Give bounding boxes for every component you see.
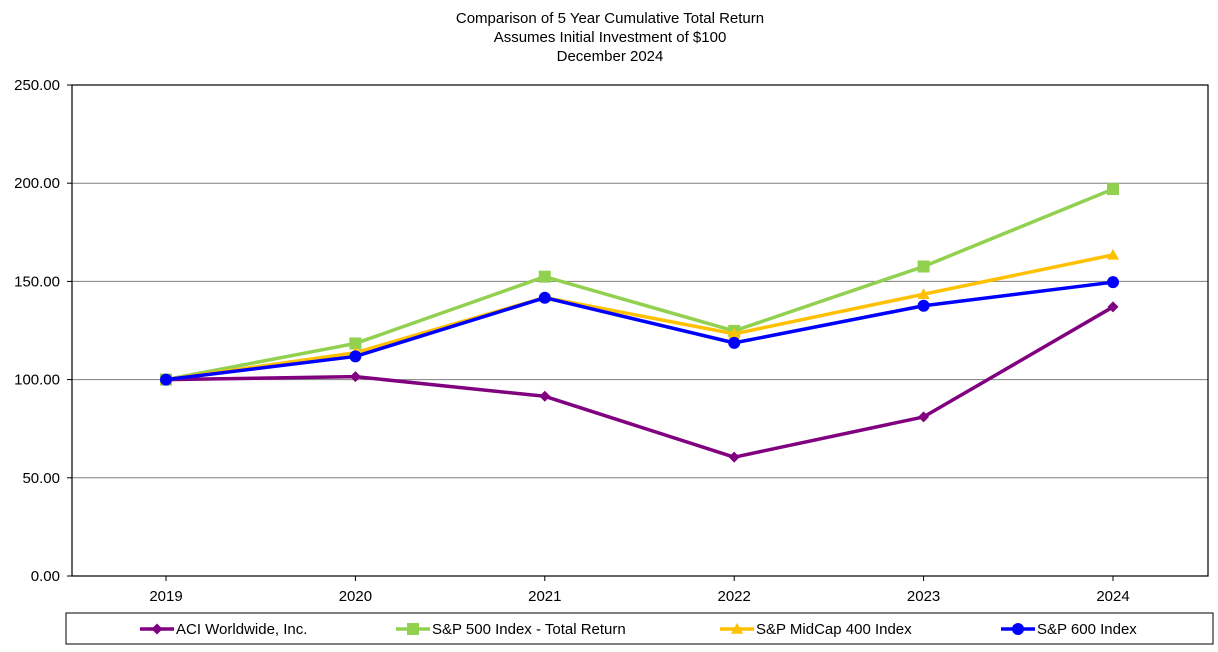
title-line-1: Comparison of 5 Year Cumulative Total Re…	[456, 10, 764, 27]
data-point	[538, 291, 551, 304]
plot-area-frame	[71, 84, 1209, 577]
x-tick-label: 2022	[718, 588, 751, 605]
data-point	[538, 270, 551, 283]
series-line	[165, 305, 1114, 459]
legend-label: S&P 500 Index - Total Return	[432, 621, 626, 638]
title-line-3: December 2024	[557, 48, 664, 65]
series-line	[165, 253, 1114, 382]
data-point	[917, 288, 930, 299]
y-tick-label: 150.00	[14, 273, 60, 290]
legend-item: S&P MidCap 400 Index	[720, 621, 912, 638]
series-0	[160, 301, 1119, 463]
data-point	[349, 337, 362, 350]
series-line	[165, 280, 1114, 382]
data-point	[728, 336, 741, 349]
data-point	[1107, 248, 1119, 260]
y-axis-ticks: 0.00 50.00 100.00 150.00 200.00 250.00	[14, 77, 72, 585]
x-tick-label: 2021	[528, 588, 561, 605]
legend-swatch-marker	[407, 623, 419, 635]
series-lines	[160, 183, 1119, 463]
legend-label: ACI Worldwide, Inc.	[176, 621, 307, 638]
legend-swatch-marker	[151, 623, 163, 635]
y-tick-label: 250.00	[14, 77, 60, 94]
data-point	[539, 390, 551, 402]
x-tick-label: 2024	[1096, 588, 1129, 605]
series-line	[165, 187, 1114, 382]
y-tick-label: 50.00	[22, 470, 60, 487]
x-tick-label: 2023	[907, 588, 940, 605]
x-tick-label: 2019	[149, 588, 182, 605]
data-point	[728, 327, 741, 339]
data-point	[160, 373, 172, 386]
legend-swatch-marker	[731, 623, 743, 634]
chart-title: Comparison of 5 Year Cumulative Total Re…	[456, 10, 764, 65]
gridlines	[72, 182, 1208, 479]
data-point	[918, 411, 930, 423]
data-point	[917, 299, 930, 312]
data-point	[1107, 301, 1119, 313]
data-point	[349, 371, 361, 383]
series-3	[160, 276, 1119, 386]
data-point	[1107, 183, 1119, 196]
y-tick-label: 100.00	[14, 372, 60, 389]
x-axis-ticks: 2019 2020 2021 2022 2023 2024	[149, 576, 1130, 605]
data-point	[917, 260, 930, 273]
legend-item: S&P 600 Index	[1001, 621, 1137, 638]
legend-item: S&P 500 Index - Total Return	[396, 621, 626, 638]
legend-item: ACI Worldwide, Inc.	[140, 621, 307, 638]
title-line-2: Assumes Initial Investment of $100	[494, 29, 727, 46]
data-point	[728, 451, 740, 463]
legend-label: S&P 600 Index	[1037, 621, 1137, 638]
data-point	[349, 350, 362, 363]
data-point	[1107, 276, 1119, 289]
y-tick-label: 200.00	[14, 175, 60, 192]
legend: ACI Worldwide, Inc. S&P 500 Index - Total…	[140, 621, 1137, 638]
legend-label: S&P MidCap 400 Index	[756, 621, 912, 638]
x-tick-label: 2020	[339, 588, 372, 605]
y-tick-label: 0.00	[31, 568, 60, 585]
legend-swatch-marker	[1012, 623, 1024, 635]
